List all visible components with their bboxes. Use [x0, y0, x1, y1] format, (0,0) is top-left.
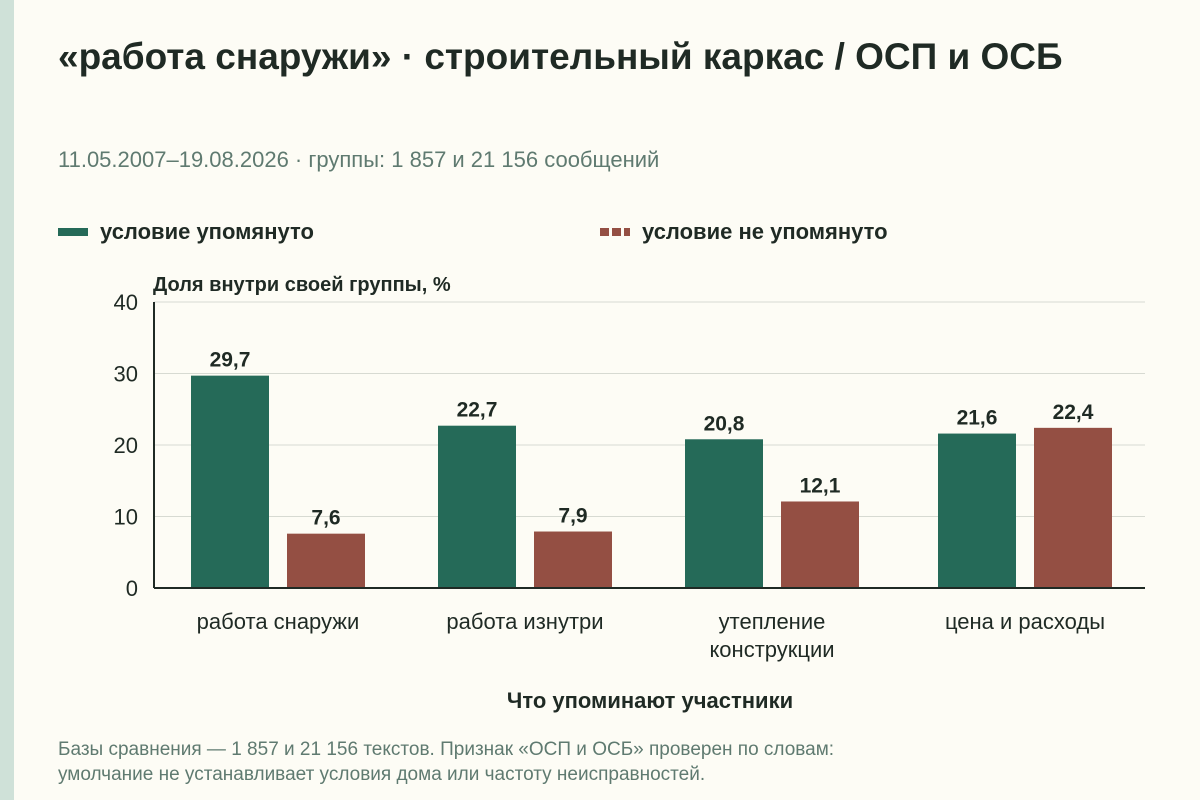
data-label: 21,6 [957, 407, 998, 430]
x-tick-label: утепление [719, 609, 826, 634]
y-tick-label: 20 [114, 433, 138, 458]
y-tick-label: 10 [114, 505, 138, 530]
footnote-line-1: Базы сравнения — 1 857 и 21 156 текстов.… [58, 739, 835, 760]
y-tick-label: 0 [126, 576, 138, 601]
bar [534, 531, 612, 588]
legend-swatch-not-mentioned [600, 228, 630, 236]
legend-swatch-mentioned [58, 228, 88, 236]
y-axis-label: Доля внутри своей группы, % [153, 274, 451, 296]
chart-title: «работа снаружи» · строительный каркас /… [58, 36, 1063, 77]
bar [438, 425, 516, 588]
y-tick-label: 40 [114, 290, 138, 315]
x-tick-label: конструкции [709, 637, 834, 662]
legend-label-mentioned: условие упомянуто [100, 219, 314, 244]
data-label: 22,7 [457, 399, 498, 422]
footnote: Базы сравнения — 1 857 и 21 156 текстов.… [58, 737, 1148, 787]
data-label: 22,4 [1053, 401, 1094, 424]
x-tick-label: работа снаружи [197, 609, 360, 634]
legend-item-mentioned: условие упомянуто [58, 218, 314, 246]
bar [781, 501, 859, 588]
x-tick-label: работа изнутри [446, 609, 603, 634]
left-accent-strip [0, 0, 14, 800]
x-tick-label: цена и расходы [945, 609, 1105, 634]
bar [191, 375, 269, 588]
data-label: 7,6 [311, 507, 340, 530]
chart-subtitle: 11.05.2007–19.08.2026 · группы: 1 857 и … [58, 147, 660, 172]
bar [938, 433, 1016, 588]
data-label: 12,1 [800, 474, 841, 497]
bar [287, 533, 365, 588]
legend-item-not-mentioned: условие не упомянуто [600, 218, 888, 246]
legend-label-not-mentioned: условие не упомянуто [642, 219, 888, 244]
y-tick-label: 30 [114, 362, 138, 387]
data-label: 7,9 [558, 505, 587, 528]
bar [685, 439, 763, 588]
footnote-line-2: умолчание не устанавливает условия дома … [58, 764, 706, 785]
data-label: 20,8 [704, 412, 745, 435]
bar [1034, 427, 1112, 588]
x-axis-label: Что упоминают участники [507, 688, 793, 713]
data-label: 29,7 [210, 349, 251, 372]
